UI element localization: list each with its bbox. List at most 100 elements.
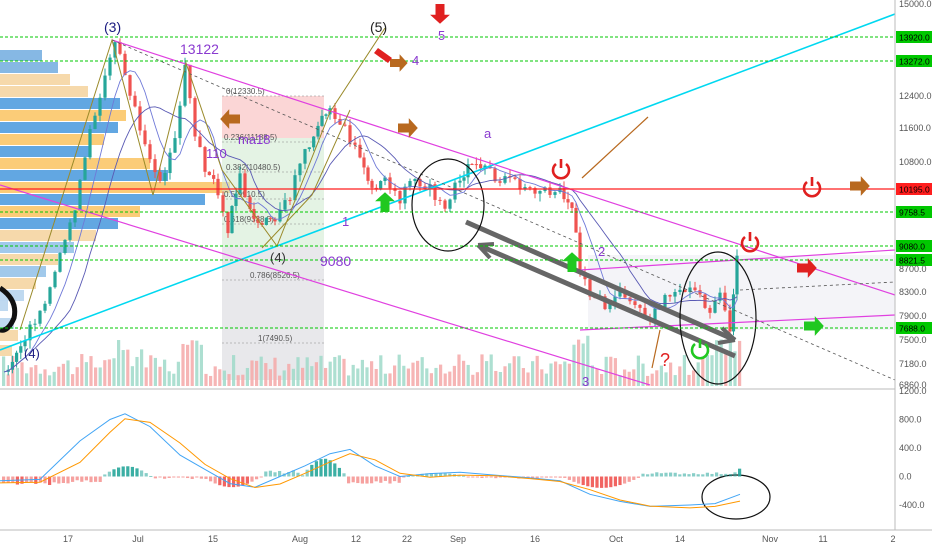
green-arrow-up (562, 252, 582, 272)
time-tick-label: 14 (675, 534, 685, 544)
candle-body (483, 165, 487, 169)
candle-body (433, 184, 437, 200)
volume-bar (724, 354, 728, 386)
time-tick-label: Oct (609, 534, 624, 544)
macd-histogram-bar (84, 476, 88, 481)
candle-body (643, 307, 647, 318)
volume-bar (236, 375, 240, 386)
candle-body (183, 64, 187, 106)
macd-histogram-bar (618, 476, 622, 486)
candle-body (618, 289, 622, 297)
volume-bar (673, 375, 677, 386)
volume-bar (66, 360, 70, 386)
wave-zigzag (19, 27, 386, 331)
candle-body (163, 173, 167, 181)
candle-body (320, 115, 324, 126)
time-tick-label: 11 (818, 534, 827, 544)
candle-body (73, 210, 77, 223)
brown-arrow-right (850, 176, 870, 196)
macd-histogram-bar (724, 473, 728, 477)
macd-histogram-bar (632, 476, 636, 480)
profile-bar (0, 242, 74, 253)
volume-bar (650, 373, 654, 386)
macd-histogram-bar (701, 474, 705, 477)
volume-bar (595, 368, 599, 386)
macd-histogram-bar (471, 476, 475, 478)
macd-line (0, 413, 741, 507)
volume-bar (296, 357, 300, 386)
volume-bar (728, 342, 732, 386)
candle-body (28, 324, 32, 341)
macd-histogram-bar (181, 476, 185, 478)
volume-bar (687, 374, 691, 386)
pencil-icon (374, 48, 392, 63)
red-arrow-right (797, 258, 817, 278)
macd-histogram-bar (126, 466, 130, 477)
candle-body (108, 57, 112, 76)
macd-histogram-bar (397, 476, 401, 483)
macd-histogram-bar (613, 476, 617, 487)
volume-bar (664, 372, 668, 386)
ma-slow-line (3, 106, 738, 373)
volume-bar (140, 349, 144, 386)
candle-body (370, 180, 374, 188)
macd-histogram-bar (480, 476, 484, 478)
volume-bar (218, 369, 222, 386)
level-price-tag (896, 183, 932, 195)
candle-body (574, 207, 578, 233)
price-tick-label: 7180.0 (899, 359, 927, 369)
macd-histogram-bar (411, 475, 415, 477)
volume-bar (719, 339, 723, 386)
volume-bar (273, 357, 277, 386)
macd-histogram-bar (158, 476, 162, 478)
level-price-label: 7688.0 (899, 324, 925, 334)
candle-body (348, 125, 352, 143)
macd-histogram-bar (577, 476, 581, 484)
brown-arrow-line (581, 116, 649, 179)
profile-bar (0, 290, 24, 301)
candle-body (221, 195, 225, 212)
candle-body (518, 178, 522, 190)
macd-histogram-bar (526, 476, 530, 478)
question-mark: ? (660, 350, 670, 370)
candle-body (731, 294, 736, 332)
volume-bar (34, 365, 38, 386)
candle-body (566, 199, 570, 203)
candle-body (288, 200, 292, 202)
candle-body (333, 108, 337, 119)
volume-bar (406, 368, 410, 386)
candle-body (466, 164, 470, 178)
level-price-label: 13272.0 (899, 57, 930, 67)
volume-bar (149, 355, 153, 386)
wave-label: (4) (24, 346, 40, 361)
volume-bar (310, 366, 314, 386)
macd-histogram-bar (333, 463, 337, 477)
level-price-tag (896, 254, 932, 266)
indicator-tick-label: -400.0 (899, 500, 925, 510)
grey-arrow-down (464, 219, 737, 343)
candle-body (324, 114, 328, 116)
macd-histogram-bar (595, 476, 599, 488)
profile-bar (0, 318, 14, 329)
level-price-tag (896, 206, 932, 218)
macd-histogram-bar (144, 473, 148, 477)
macd-histogram-bar (719, 474, 723, 477)
profile-bar (0, 278, 36, 289)
volume-bar (89, 356, 93, 386)
candle-body (83, 157, 87, 180)
volume-bar (259, 356, 263, 386)
candle-body (207, 171, 211, 176)
macd-histogram-bar (80, 476, 84, 482)
macd-histogram-bar (641, 473, 645, 477)
macd-histogram-bar (609, 476, 613, 488)
volume-bar (337, 355, 341, 386)
profile-bar (0, 134, 104, 145)
profile-bar (0, 254, 58, 265)
macd-histogram-bar (163, 476, 167, 479)
volume-bar (480, 354, 484, 386)
volume-bar (489, 354, 493, 386)
volume-bar (365, 367, 369, 386)
time-tick-label: 12 (351, 534, 361, 544)
